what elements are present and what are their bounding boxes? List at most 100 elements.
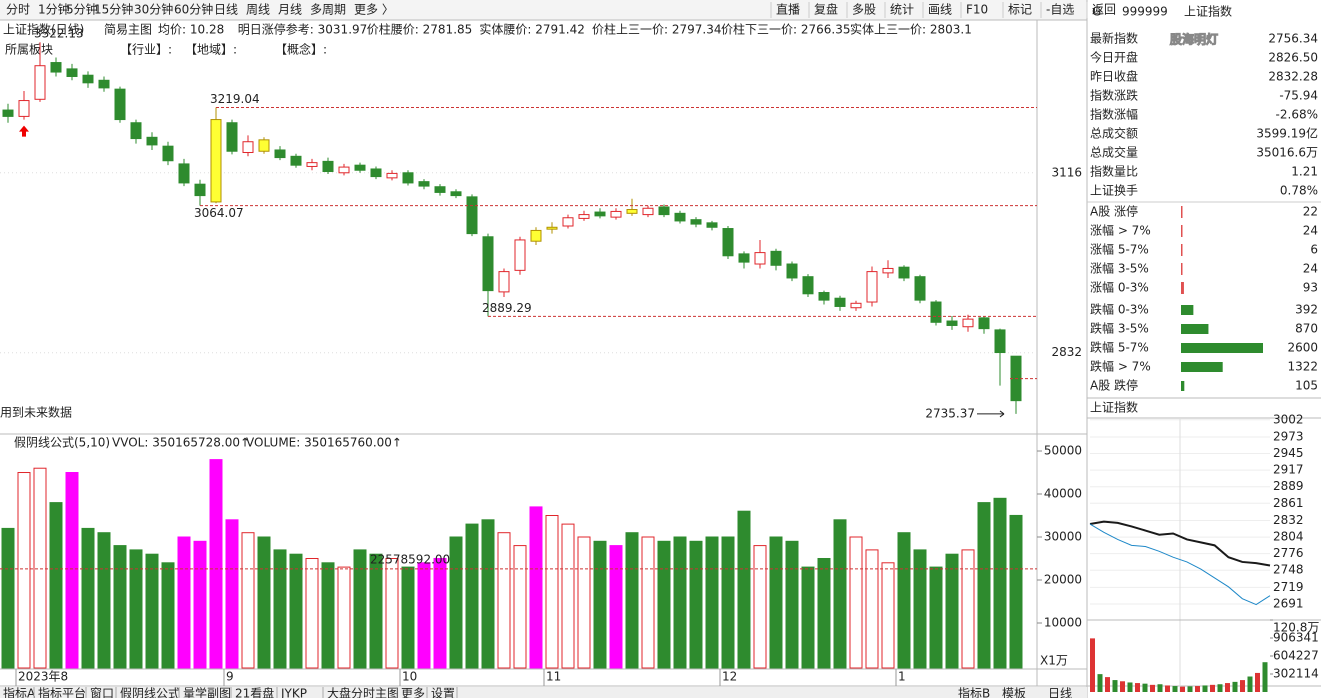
candle-body [130,122,142,140]
tab[interactable]: JYKP [280,687,307,698]
candle-body [514,239,526,271]
mini-volume-bar [1097,674,1103,692]
candle-body [818,292,830,301]
volume-bar [657,540,671,669]
toolbar-button[interactable]: 复盘 [814,2,838,17]
tab[interactable]: 指标B [958,686,990,698]
mini-volume-bar [1255,672,1260,692]
candle-body [98,79,110,89]
toolbar-button[interactable]: 直播 [776,3,800,17]
candle-body [418,181,430,187]
toolbar-button[interactable]: 5分钟 [66,2,98,17]
volume-bar [113,545,127,669]
toolbar-button[interactable]: F10 [966,3,988,17]
volume-unit: X1万 [1040,654,1068,668]
breadth-label: 跌幅 0-3% [1090,302,1149,317]
y-tick-label: 2945 [1273,446,1304,460]
breadth-value: 93 [1303,281,1318,295]
tab[interactable]: 设置 [431,687,455,698]
tab[interactable]: 21看盘 [235,686,274,698]
candle-body [962,318,974,328]
volume-bar [369,553,383,669]
volume-bar [769,536,783,669]
candle-body [802,276,814,295]
mini-volume-bar [1105,677,1110,692]
volume-bar [465,523,479,669]
volume-bar [129,549,143,669]
tab[interactable]: 大盘分时主图 [327,686,399,698]
candle-body [914,276,926,301]
toolbar-button[interactable]: 返回 [1092,3,1116,17]
candle-body [226,122,238,152]
tab[interactable]: 模板 [1002,687,1026,698]
toolbar-button[interactable]: 日线 [214,3,238,17]
breadth-label: 涨幅 5-7% [1090,242,1149,257]
mini-volume-bar [1240,680,1245,692]
candle-body [82,74,94,84]
sector-label: 【地域】: [185,43,237,57]
volume-bar [609,545,623,669]
toolbar-button[interactable]: 1分钟 [38,2,70,17]
quote-flag: G [1092,5,1101,19]
toolbar-button[interactable]: 统计 [890,3,914,17]
candle-body [834,297,846,307]
candle-body [50,62,62,73]
sector-label: 【概念】: [275,42,327,57]
candle-body [450,191,462,197]
toolbar-button[interactable]: 60分钟 [174,2,213,17]
candle-body [162,145,174,162]
toolbar-button[interactable]: 标记 [1008,3,1032,17]
volume-bar [529,506,543,669]
toolbar-button[interactable]: 周线 [246,3,270,17]
volume-bar [593,540,607,669]
mode-label[interactable]: 简易主图 [104,23,152,37]
toolbar-button[interactable]: 分时 [6,3,30,17]
candle-body [850,302,862,309]
candle-body [114,88,126,121]
tab[interactable]: 更多 [401,687,425,698]
volume-bar [737,510,751,669]
volume-bar [385,557,399,669]
toolbar-button[interactable]: 多股 [852,3,876,17]
toolbar-button[interactable]: 15分钟 [94,2,133,17]
info-item: 价柱上三一价: 2797.34 [592,22,721,37]
arrow [999,413,1005,418]
tab[interactable]: 指标A [3,686,36,698]
chart-title: 上证指数(日线) [3,22,84,37]
toolbar-button[interactable]: 画线 [928,3,952,17]
tabbar-bg [0,687,1087,698]
stat-value: 0.78% [1280,184,1318,198]
y-tick-label: 2889 [1273,479,1304,493]
y-tick-label: 50000 [1044,444,1082,458]
toolbar-button[interactable]: 更多 〉 [354,3,394,17]
candle-body [866,271,878,303]
candle-body [210,119,222,203]
reference-label: 22578592.00 [370,552,450,566]
mini-volume-bar [1090,638,1095,692]
volume-bar [225,519,239,669]
breadth-label: 跌幅 5-7% [1090,340,1149,355]
tab[interactable]: 日线 [1048,687,1072,698]
y-tick-label: 3002 [1273,412,1304,426]
candle-body [690,219,702,225]
toolbar-button[interactable]: 多周期 [310,3,346,17]
tab[interactable]: 指标平台 [38,686,86,698]
candle-body [2,109,14,117]
volume-value: VOLUME: 350165760.00↑ [246,436,402,450]
volume-bar [833,519,847,669]
toolbar-button[interactable]: -自选 [1046,3,1074,17]
stat-value: 35016.6万 [1256,146,1318,160]
tab[interactable]: 量学副图 [183,686,231,698]
volume-bar [497,532,511,669]
mini-line [1089,520,1271,567]
breadth-value: 24 [1303,224,1318,238]
toolbar-button[interactable]: 月线 [278,3,302,17]
breadth-label: A股 跌停 [1090,378,1138,393]
volume-bar [625,532,639,669]
tab[interactable]: 假阴线公式 [120,687,180,698]
volume-bar [801,566,815,669]
tab[interactable]: 窗口 [90,687,114,698]
volume-bar [321,562,335,669]
toolbar-button[interactable]: 30分钟 [134,2,173,17]
volume-bar [401,566,415,669]
